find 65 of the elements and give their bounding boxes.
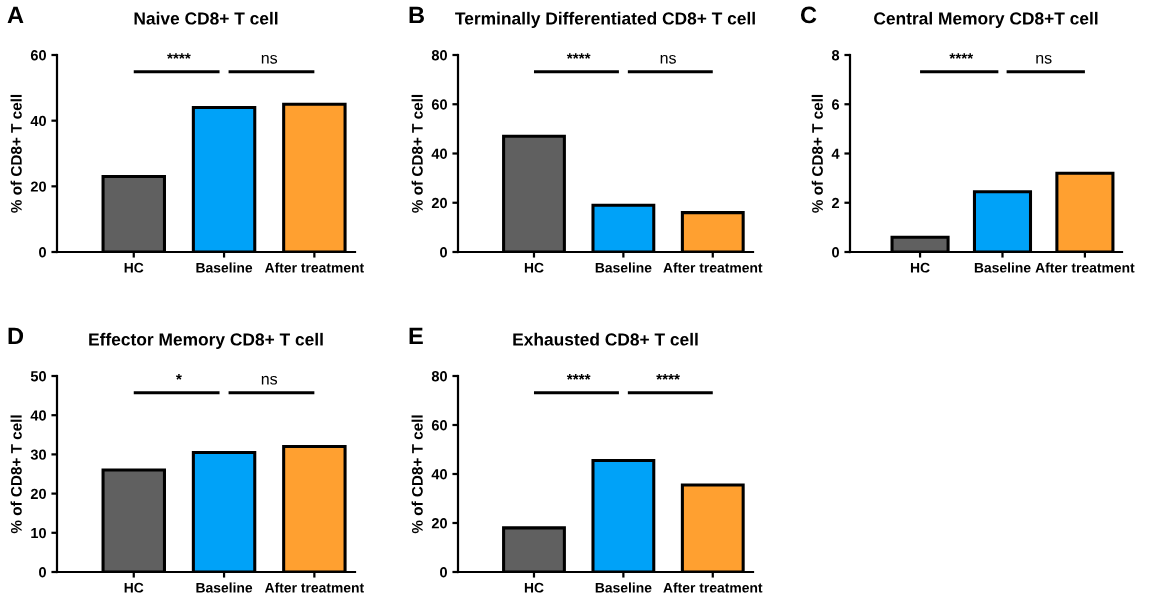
- y-tick-label: 60: [431, 99, 447, 110]
- y-axis-title: % of CD8+ T cell: [411, 415, 423, 534]
- x-tick-label: Baseline: [595, 262, 652, 273]
- x-tick-label: After treatment: [264, 262, 364, 273]
- x-tick-label: After treatment: [663, 582, 763, 593]
- x-tick-label: Baseline: [196, 582, 253, 593]
- x-tick-label: Baseline: [196, 262, 253, 273]
- chart-title: Exhausted CD8+ T cell: [513, 332, 698, 346]
- annotation: ns: [261, 54, 278, 64]
- y-tick-label: 4: [831, 148, 840, 159]
- y-tick-label: 30: [30, 449, 46, 460]
- chart-title: Central Memory CD8+T cell: [874, 11, 1098, 29]
- annotation: ns: [261, 375, 278, 385]
- annotation: ****: [566, 53, 591, 59]
- y-tick-label: 10: [31, 527, 46, 539]
- x-tick-label: Baseline: [974, 262, 1031, 273]
- text: A: [7, 6, 24, 24]
- annotation: ****: [949, 53, 974, 59]
- chart-title: Effector Memory CD8+ T cell: [89, 332, 323, 350]
- y-tick-label: 20: [431, 518, 447, 529]
- chart-title: Naive CD8+ T cell: [134, 11, 278, 25]
- y-tick-label: 20: [431, 197, 447, 209]
- y-tick-label: 40: [30, 410, 46, 421]
- y-tick-label: 0: [39, 247, 46, 258]
- text: C: [800, 6, 817, 24]
- y-tick-label: 80: [431, 371, 447, 382]
- y-tick-label: 0: [832, 247, 839, 258]
- annotation: ****: [656, 374, 680, 380]
- annotation: ****: [167, 53, 191, 59]
- y-tick-label: 50: [30, 371, 46, 382]
- y-tick-label: 40: [431, 148, 447, 159]
- x-tick-label: After treatment: [1035, 262, 1135, 273]
- y-tick-label: 20: [30, 488, 46, 500]
- y-axis-title: % of CD8+ T cell: [10, 94, 22, 213]
- y-axis-title: % of CD8+ T cell: [811, 94, 823, 213]
- x-tick-label: HC: [124, 582, 144, 593]
- y-tick-label: 20: [30, 181, 46, 192]
- y-tick-label: 80: [431, 50, 447, 61]
- annotation: ****: [566, 374, 591, 380]
- x-tick-label: After treatment: [663, 262, 763, 273]
- y-tick-label: 6: [832, 99, 840, 110]
- annotation: ns: [1036, 54, 1052, 64]
- y-tick-label: 0: [440, 247, 447, 258]
- x-tick-label: HC: [124, 262, 144, 273]
- text: B: [409, 6, 424, 24]
- y-tick-label: 40: [431, 469, 447, 480]
- x-tick-label: HC: [910, 262, 930, 273]
- y-tick-label: 60: [431, 420, 447, 431]
- chart-title: Terminally Differentiated CD8+ T cell: [455, 11, 755, 29]
- y-tick-label: 0: [39, 567, 46, 578]
- text: D: [8, 327, 24, 345]
- y-tick-label: 2: [831, 197, 839, 209]
- x-tick-label: After treatment: [264, 582, 364, 593]
- y-axis-title: % of CD8+ T cell: [10, 415, 22, 534]
- x-tick-label: HC: [524, 262, 544, 273]
- text: E: [409, 327, 423, 345]
- x-tick-label: Baseline: [595, 582, 652, 593]
- annotation: *: [175, 374, 182, 380]
- annotation: ns: [660, 54, 676, 64]
- y-tick-label: 8: [831, 50, 840, 61]
- y-tick-label: 40: [30, 115, 46, 127]
- y-axis-title: % of CD8+ T cell: [411, 94, 423, 213]
- y-tick-label: 60: [30, 50, 46, 61]
- x-tick-label: HC: [524, 582, 544, 593]
- y-tick-label: 0: [440, 567, 447, 578]
